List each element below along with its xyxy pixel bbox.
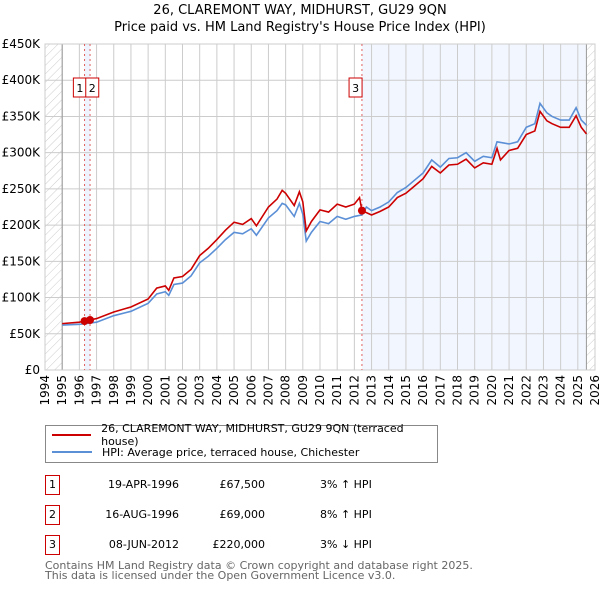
transaction-row: 3 08-JUN-2012 £220,000 3% ↓ HPI (45, 535, 465, 555)
x-tick-label: 2020 (485, 375, 499, 406)
footer: Contains HM Land Registry data © Crown c… (45, 559, 473, 582)
transaction-hpi-diff: 8% ↑ HPI (320, 508, 372, 521)
legend: 26, CLAREMONT WAY, MIDHURST, GU29 9QN (t… (45, 422, 438, 463)
x-tick-label: 2003 (193, 375, 207, 406)
footer-line-2: This data is licensed under the Open Gov… (45, 569, 396, 582)
y-tick-label: £350K (2, 109, 42, 123)
x-tick-label: 2021 (502, 375, 516, 406)
transaction-number-badge: 1 (45, 475, 60, 495)
x-tick-label: 2010 (313, 375, 327, 406)
x-tick-label: 2014 (382, 375, 396, 406)
y-tick-label: £150K (2, 254, 42, 268)
transaction-hpi-diff: 3% ↑ HPI (320, 478, 372, 491)
x-tick-label: 2018 (451, 375, 465, 406)
x-tick-label: 2013 (365, 375, 379, 406)
x-tick-label: 2023 (536, 375, 550, 406)
transaction-hpi-diff: 3% ↓ HPI (320, 538, 372, 551)
plot-border (44, 43, 596, 371)
hpi-series-line (62, 101, 587, 326)
transaction-price: £220,000 (212, 538, 266, 551)
legend-label-hpi: HPI: Average price, terraced house, Chic… (102, 445, 360, 459)
price-chart: 1994 1995 1996 1997 1998 1999 2000 2001 2002 2003… (2, 37, 600, 406)
x-tick-label: 2026 (588, 375, 600, 406)
x-tick-label: 2004 (210, 375, 224, 406)
x-tick-label: 2019 (468, 375, 482, 406)
sale-label-text: 1 (76, 82, 83, 95)
y-tick-label: £450K (2, 37, 42, 51)
legend-item-hpi: HPI: Average price, terraced house, Chic… (52, 444, 359, 460)
x-tick-label: 2005 (227, 375, 241, 406)
x-tick-label: 2011 (330, 375, 344, 406)
transaction-price: £69,000 (219, 508, 266, 521)
x-tick-label: 1997 (90, 375, 104, 406)
transaction-date: 16-AUG-1996 (105, 508, 179, 521)
legend-swatch-red (52, 434, 92, 436)
transaction-row: 2 16-AUG-1996 £69,000 8% ↑ HPI (45, 505, 465, 525)
y-tick-label: £100K (2, 291, 42, 305)
x-tick-label: 2022 (519, 375, 533, 406)
x-tick-label: 1998 (107, 375, 121, 406)
y-tick-label: £200K (2, 218, 42, 232)
transaction-date: 19-APR-1996 (107, 478, 179, 491)
y-tick-label: £50K (9, 327, 41, 341)
x-tick-label: 2024 (554, 375, 568, 406)
legend-swatch-blue (52, 451, 92, 453)
shaded-ownership-3 (361, 44, 587, 370)
sale-label-box (348, 77, 363, 98)
x-tick-label: 1995 (55, 375, 69, 406)
transaction-number-badge: 2 (45, 505, 60, 525)
legend-item-property: 26, CLAREMONT WAY, MIDHURST, GU29 9QN (t… (52, 422, 437, 448)
x-tick-label: 1996 (72, 375, 86, 406)
property-series-line (62, 109, 588, 325)
sale-point (86, 316, 95, 325)
y-tick-label: £400K (2, 73, 42, 87)
x-tick-label: 1994 (38, 375, 52, 406)
y-tick-label: £300K (2, 146, 42, 160)
x-tick-label: 2017 (433, 375, 447, 406)
y-tick-label: £0 (25, 363, 40, 377)
x-tick-label: 2012 (347, 375, 361, 406)
transaction-price: £67,500 (219, 478, 266, 491)
y-tick-label: £250K (2, 182, 42, 196)
chart-title: 26, CLAREMONT WAY, MIDHURST, GU29 9QN (153, 3, 447, 18)
x-tick-label: 2007 (261, 375, 275, 406)
x-tick-label: 2016 (416, 375, 430, 406)
transaction-number-badge: 3 (45, 535, 60, 555)
transaction-date: 08-JUN-2012 (108, 538, 179, 551)
x-tick-label: 2025 (571, 375, 585, 406)
hatched-post-data (586, 44, 595, 370)
x-tick-label: 2009 (296, 375, 310, 406)
transaction-row: 1 19-APR-1996 £67,500 3% ↑ HPI (45, 475, 465, 495)
x-tick-label: 2006 (244, 375, 258, 406)
x-tick-label: 2015 (399, 375, 413, 406)
hatched-pre-data (45, 44, 63, 370)
x-tick-label: 2008 (279, 375, 293, 406)
x-tick-label: 1999 (124, 375, 138, 406)
x-tick-label: 2000 (141, 375, 155, 406)
shaded-ownership-1 (84, 44, 91, 370)
sale-label-box (85, 77, 100, 98)
legend-label-property: 26, CLAREMONT WAY, MIDHURST, GU29 9QN (t… (101, 422, 404, 448)
sale-point (357, 206, 366, 215)
chart-subtitle: Price paid vs. HM Land Registry's House … (114, 20, 486, 35)
sale-label-text: 3 (352, 82, 359, 95)
sale-label-text: 2 (89, 82, 96, 95)
footer-line-1: Contains HM Land Registry data © Crown c… (45, 559, 473, 572)
x-tick-label: 2001 (158, 375, 172, 406)
x-tick-label: 2002 (176, 375, 190, 406)
